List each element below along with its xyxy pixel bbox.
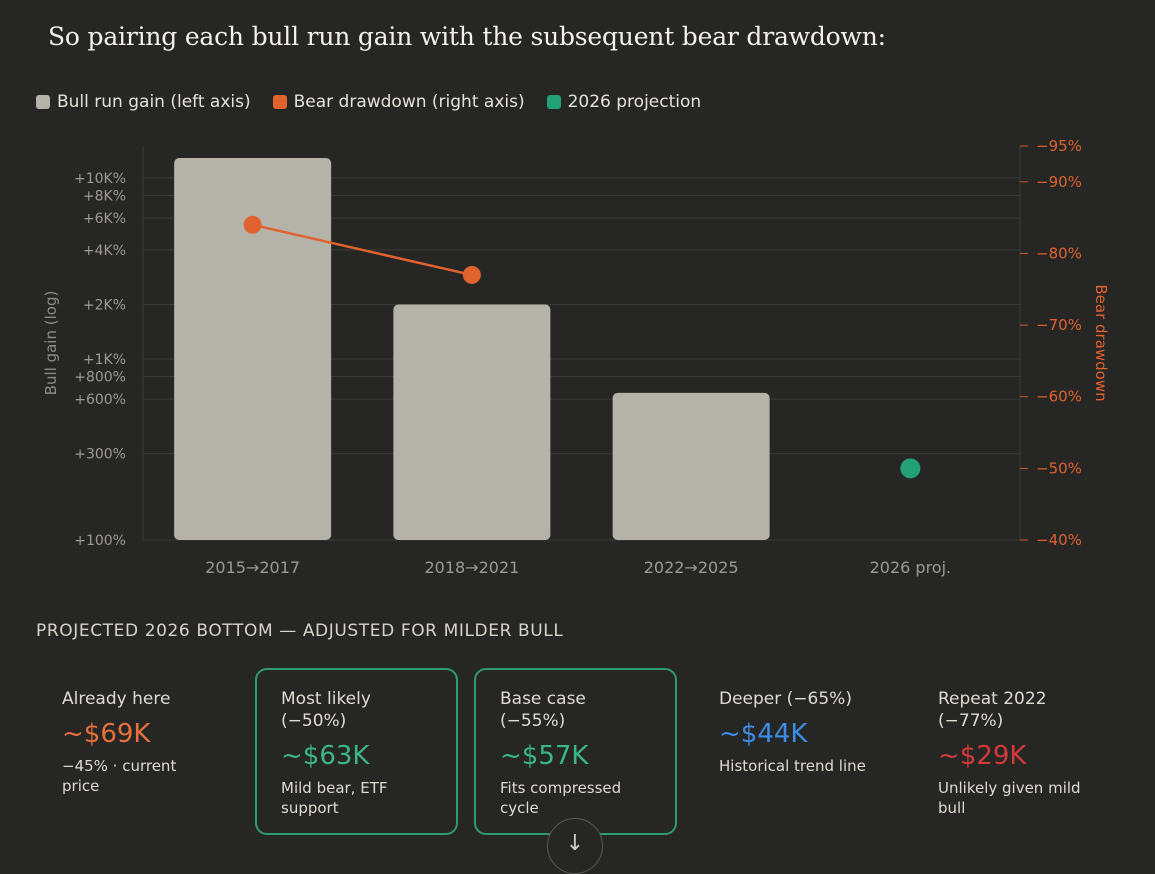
y-left-tick-label: +10K% (74, 171, 126, 187)
y-left-tick-label: +100% (74, 533, 126, 549)
legend-label-bull: Bull run gain (left axis) (57, 92, 251, 112)
y-right-tick-label: −60% (1036, 388, 1082, 406)
card-title: Repeat 2022 (−77%) (938, 689, 1047, 731)
section-title: PROJECTED 2026 BOTTOM — ADJUSTED FOR MIL… (36, 621, 564, 641)
y-left-tick-label: +600% (74, 392, 126, 408)
y-left-tick-label: +4K% (83, 243, 126, 259)
y-left-tick-label: +8K% (83, 189, 126, 205)
y-right-tick-label: −95% (1036, 137, 1082, 155)
y-left-tick-label: +1K% (83, 352, 126, 368)
y-right-tick-label: −80% (1036, 244, 1082, 262)
legend-swatch-bull (36, 95, 50, 109)
y-right-tick-label: −50% (1036, 459, 1082, 477)
card-subtitle: Historical trend line (719, 757, 866, 775)
card-value: ~$63K (281, 741, 370, 771)
bar (174, 158, 332, 540)
axis-layer: +100% +300% +600% +800% +1K% +2K% +4K% +6K% +8K%… (42, 137, 1110, 577)
card-title: Already here (62, 689, 171, 709)
card-title: Deeper (−65%) (719, 689, 852, 709)
legend-item-bear: Bear drawdown (right axis) (272, 92, 525, 112)
y-right-tick-label: −70% (1036, 316, 1082, 334)
card-repeat-2022: Repeat 2022 (−77%) ~$29K Unlikely given … (912, 668, 1115, 835)
card-value: ~$44K (719, 719, 808, 749)
card-deeper: Deeper (−65%) ~$44K Historical trend lin… (693, 668, 896, 835)
y-left-tick-label: +800% (74, 370, 126, 386)
drawdown-point (243, 215, 262, 234)
bar-layer (174, 158, 770, 540)
card-subtitle: −45% · current price (62, 757, 177, 795)
line-layer (243, 215, 921, 479)
x-tick-label: 2026 proj. (870, 558, 952, 577)
page-heading: So pairing each bull run gain with the s… (48, 22, 886, 51)
card-value: ~$69K (62, 719, 151, 749)
card-subtitle: Mild bear, ETF support (281, 779, 388, 817)
card-subtitle: Unlikely given mild bull (938, 779, 1081, 817)
legend-swatch-projection (546, 95, 561, 109)
projection-point (900, 458, 921, 479)
y-right-axis-title: Bear drawdown (1092, 284, 1110, 401)
y-left-tick-label: +6K% (83, 211, 126, 227)
scroll-down-button[interactable]: ↓ (547, 818, 603, 874)
y-right-tick-label: −90% (1036, 173, 1082, 191)
drawdown-point (462, 265, 481, 284)
card-subtitle: Fits compressed cycle (500, 779, 622, 817)
legend-label-bear: Bear drawdown (right axis) (293, 92, 525, 112)
bar (612, 392, 770, 540)
card-value: ~$29K (938, 741, 1027, 771)
y-right-tick-label: −40% (1036, 531, 1082, 549)
arrow-down-icon: ↓ (565, 831, 585, 856)
y-left-tick-label: +2K% (83, 298, 126, 314)
x-tick-label: 2018→2021 (424, 558, 519, 577)
card-base-case: Base case (−55%) ~$57K Fits compressed c… (474, 668, 677, 835)
bar (393, 304, 551, 540)
chart-legend: Bull run gain (left axis) Bear drawdown … (36, 92, 701, 112)
card-already-here: Already here ~$69K −45% · current price (36, 668, 239, 835)
legend-swatch-bear (272, 95, 287, 109)
card-title: Most likely (−50%) (281, 689, 371, 731)
y-left-tick-label: +300% (74, 447, 126, 463)
legend-item-projection: 2026 projection (546, 92, 702, 112)
card-most-likely: Most likely (−50%) ~$63K Mild bear, ETF … (255, 668, 458, 835)
bull-bear-chart: +100% +300% +600% +800% +1K% +2K% +4K% +6K% +8K%… (42, 137, 1110, 577)
x-tick-label: 2022→2025 (644, 558, 739, 577)
drawdown-line (252, 223, 473, 277)
legend-item-bull: Bull run gain (left axis) (36, 92, 251, 112)
x-tick-label: 2015→2017 (205, 558, 300, 577)
card-value: ~$57K (500, 741, 589, 771)
card-title: Base case (−55%) (500, 689, 586, 731)
legend-label-projection: 2026 projection (567, 92, 702, 112)
y-left-axis-title: Bull gain (log) (42, 291, 60, 396)
